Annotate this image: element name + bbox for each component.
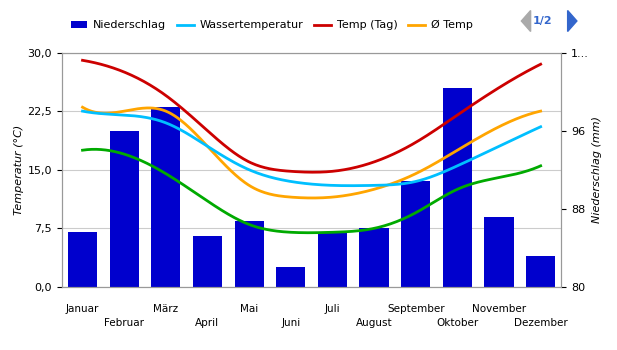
- Text: Mai: Mai: [240, 304, 259, 314]
- Bar: [68, 232, 97, 287]
- Bar: [276, 267, 305, 287]
- Text: Oktober: Oktober: [436, 317, 478, 328]
- Bar: [234, 220, 263, 287]
- Text: November: November: [472, 304, 526, 314]
- Text: Februar: Februar: [104, 317, 144, 328]
- Legend: Niederschlag, Wassertemperatur, Temp (Tag), Ø Temp: Niederschlag, Wassertemperatur, Temp (Ta…: [66, 16, 477, 35]
- Bar: [360, 228, 389, 287]
- Bar: [443, 88, 472, 287]
- Text: September: September: [387, 304, 444, 314]
- Y-axis label: Temperatur (°C): Temperatur (°C): [14, 125, 25, 215]
- Bar: [193, 236, 222, 287]
- Text: Januar: Januar: [66, 304, 99, 314]
- Y-axis label: Niederschlag (mm): Niederschlag (mm): [592, 116, 602, 223]
- Bar: [151, 107, 180, 287]
- Text: April: April: [196, 317, 220, 328]
- Bar: [318, 232, 347, 287]
- Bar: [110, 131, 139, 287]
- Bar: [401, 181, 430, 287]
- Text: Juli: Juli: [325, 304, 340, 314]
- Text: 1/2: 1/2: [533, 16, 553, 26]
- Text: August: August: [356, 317, 392, 328]
- Text: Juni: Juni: [281, 317, 300, 328]
- Bar: [526, 256, 555, 287]
- Text: Dezember: Dezember: [514, 317, 568, 328]
- Bar: [484, 217, 513, 287]
- Text: März: März: [153, 304, 178, 314]
